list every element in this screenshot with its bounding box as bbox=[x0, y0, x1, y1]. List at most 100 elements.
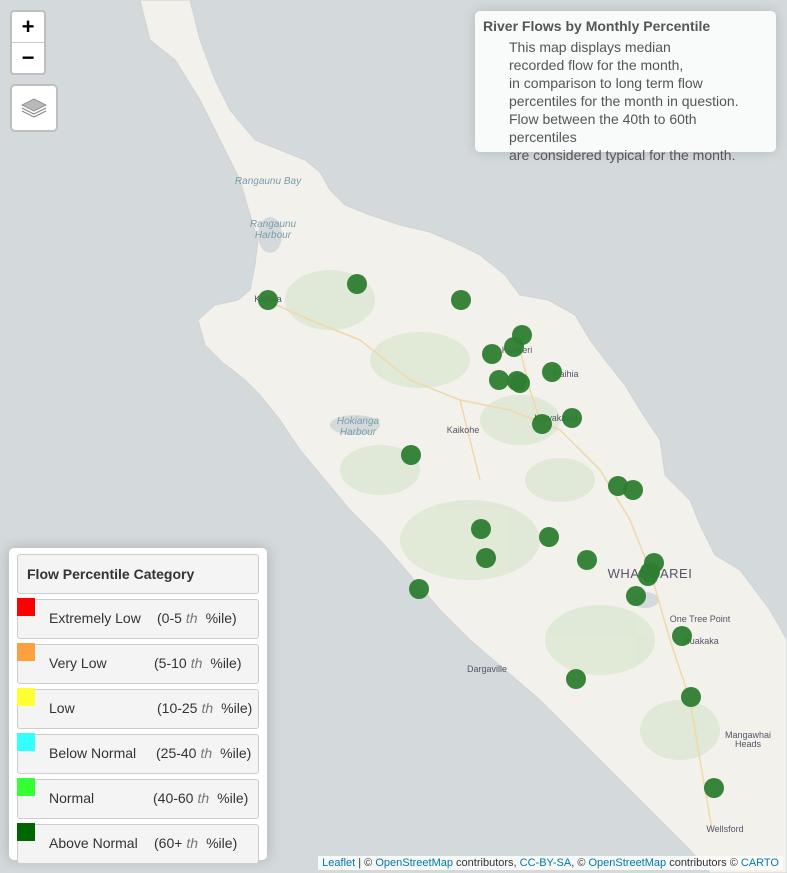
label-wellsford: Wellsford bbox=[706, 824, 743, 834]
legend-label: Normal bbox=[49, 790, 95, 806]
osm-link-2[interactable]: OpenStreetMap bbox=[588, 857, 667, 869]
label-mangawhai-2: Heads bbox=[735, 739, 762, 749]
info-title: River Flows by Monthly Percentile bbox=[483, 18, 711, 34]
site-marker[interactable] bbox=[401, 445, 421, 465]
label-one-tree-point: One Tree Point bbox=[670, 614, 731, 624]
site-marker[interactable] bbox=[504, 337, 524, 357]
site-marker[interactable] bbox=[638, 566, 658, 586]
info-panel: River Flows by Monthly Percentile This m… bbox=[475, 11, 776, 163]
legend-label: Very Low bbox=[49, 655, 107, 671]
attr-text: , © bbox=[571, 857, 589, 869]
legend-item: Very Low (5-10 th %ile) bbox=[17, 643, 259, 684]
legend-range-open: (10-25 bbox=[157, 700, 198, 716]
site-marker[interactable] bbox=[562, 408, 582, 428]
info-line: Flow between the 40th to 60th percentile… bbox=[509, 111, 697, 145]
legend-swatch bbox=[17, 643, 35, 661]
info-line: percentiles for the month in question. bbox=[509, 93, 739, 109]
legend-range: (5-10 th %ile) bbox=[154, 655, 242, 671]
legend-swatch bbox=[17, 778, 35, 796]
site-marker[interactable] bbox=[451, 290, 471, 310]
info-line: in comparison to long term flow bbox=[509, 75, 703, 91]
legend-label: Extremely Low bbox=[49, 610, 141, 626]
label-dargaville: Dargaville bbox=[467, 664, 507, 674]
legend-range-close: %ile) bbox=[210, 655, 242, 671]
legend-swatch bbox=[17, 733, 35, 751]
vegetation bbox=[285, 270, 720, 760]
cc-by-sa-link[interactable]: CC-BY-SA bbox=[519, 857, 572, 869]
legend-range-close: %ile) bbox=[220, 745, 252, 761]
site-marker[interactable] bbox=[476, 548, 496, 568]
site-marker[interactable] bbox=[672, 626, 692, 646]
legend-range-open: (5-10 bbox=[154, 655, 187, 671]
site-marker[interactable] bbox=[577, 550, 597, 570]
legend-range-close: %ile) bbox=[217, 790, 249, 806]
site-marker[interactable] bbox=[542, 362, 562, 382]
info-line: recorded flow for the month, bbox=[509, 57, 684, 73]
site-marker[interactable] bbox=[258, 290, 278, 310]
site-marker[interactable] bbox=[471, 519, 491, 539]
site-marker[interactable] bbox=[608, 476, 628, 496]
legend-item: Extremely Low (0-5 th %ile) bbox=[17, 598, 259, 639]
legend-range-close: %ile) bbox=[206, 835, 238, 851]
legend-range-suffix: th bbox=[200, 745, 213, 761]
legend-range-suffix: th bbox=[190, 655, 203, 671]
label-hokianga-1: Hokianga bbox=[337, 416, 380, 427]
info-line: are considered typical for the month. bbox=[509, 147, 736, 163]
label-kawakawa: Kawakawa bbox=[534, 413, 578, 423]
legend-range-open: (0-5 bbox=[157, 610, 182, 626]
legend-range-open: (60+ bbox=[154, 835, 183, 851]
zoom-separator bbox=[12, 42, 44, 43]
legend-swatch bbox=[17, 688, 35, 706]
legend-panel: Flow Percentile Category Extremely Low (0… bbox=[9, 548, 267, 864]
label-mangawhai-1: Mangawhai bbox=[725, 730, 771, 740]
leaflet-link[interactable]: Leaflet bbox=[322, 857, 356, 869]
zoom-in-button[interactable]: + bbox=[21, 14, 35, 39]
legend-item: Above Normal (60+ th %ile) bbox=[17, 823, 259, 864]
info-line: This map displays median bbox=[509, 39, 671, 55]
site-marker[interactable] bbox=[510, 373, 530, 393]
legend-range: (0-5 th %ile) bbox=[157, 610, 237, 626]
legend-range-open: (40-60 bbox=[153, 790, 194, 806]
legend-item: Normal (40-60 th %ile) bbox=[17, 778, 259, 819]
attr-text: contributors, bbox=[453, 857, 520, 869]
site-marker[interactable] bbox=[347, 274, 367, 294]
attr-text: | © bbox=[355, 857, 376, 869]
carto-link[interactable]: CARTO bbox=[740, 857, 779, 869]
legend-range-suffix: th bbox=[201, 700, 214, 716]
attribution: Leaflet | © OpenStreetMap contributors, … bbox=[318, 856, 783, 870]
zoom-control: + − bbox=[10, 10, 46, 75]
site-marker[interactable] bbox=[623, 480, 643, 500]
site-marker[interactable] bbox=[482, 344, 502, 364]
layers-icon bbox=[21, 98, 47, 118]
label-paihia: Paihia bbox=[553, 369, 578, 379]
label-rangaunu-harbour-1: Rangaunu bbox=[250, 219, 297, 230]
site-markers bbox=[258, 274, 724, 798]
legend-range: (25-40 th %ile) bbox=[156, 745, 251, 761]
site-marker[interactable] bbox=[626, 586, 646, 606]
zoom-out-button[interactable]: − bbox=[21, 45, 35, 70]
legend-label: Below Normal bbox=[49, 745, 137, 761]
legend-item: Low (10-25 th %ile) bbox=[17, 688, 259, 729]
legend-range-suffix: th bbox=[186, 835, 199, 851]
legend-range-open: (25-40 bbox=[156, 745, 197, 761]
site-marker[interactable] bbox=[532, 414, 552, 434]
label-rangaunu-bay: Rangaunu Bay bbox=[235, 176, 302, 187]
legend-range-suffix: th bbox=[185, 610, 198, 626]
legend-range: (10-25 th %ile) bbox=[157, 700, 252, 716]
label-ruakaka: Ruakaka bbox=[683, 636, 719, 646]
legend-range: (60+ th %ile) bbox=[154, 835, 237, 851]
site-marker[interactable] bbox=[489, 370, 509, 390]
site-marker[interactable] bbox=[704, 778, 724, 798]
legend-label: Low bbox=[49, 700, 75, 716]
layers-button[interactable] bbox=[10, 84, 58, 132]
legend-label: Above Normal bbox=[49, 835, 138, 851]
site-marker[interactable] bbox=[409, 579, 429, 599]
legend-swatch bbox=[17, 823, 35, 841]
site-marker[interactable] bbox=[681, 687, 701, 707]
site-marker[interactable] bbox=[566, 669, 586, 689]
legend-item: Below Normal (25-40 th %ile) bbox=[17, 733, 259, 774]
site-marker[interactable] bbox=[539, 527, 559, 547]
label-rangaunu-harbour-2: Harbour bbox=[255, 230, 292, 241]
osm-link[interactable]: OpenStreetMap bbox=[375, 857, 453, 869]
legend-range-close: %ile) bbox=[205, 610, 237, 626]
